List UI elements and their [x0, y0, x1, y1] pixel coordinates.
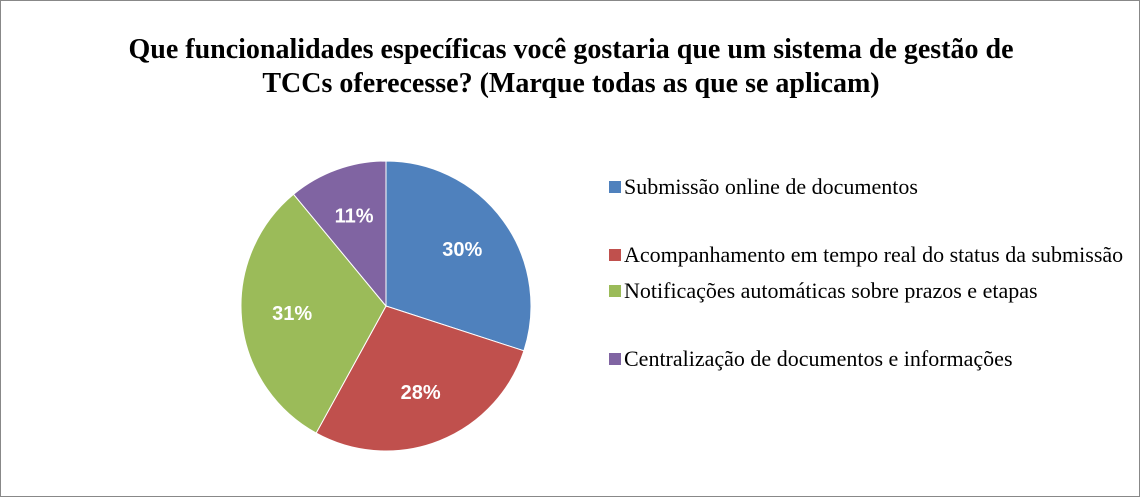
slice-label: 11%	[335, 206, 374, 228]
slice-label: 28%	[401, 382, 441, 404]
pie-slice	[292, 160, 387, 308]
legend-swatch	[609, 249, 621, 261]
chart-title: Que funcionalidades específicas você gos…	[128, 34, 1014, 99]
pie-slice	[315, 305, 525, 452]
legend: Submissão online de documentos Acompanham…	[609, 171, 1129, 411]
legend-swatch	[609, 181, 621, 193]
legend-label: Notificações automáticas sobre prazos e …	[624, 278, 1038, 303]
legend-entry: Notificações automáticas sobre prazos e …	[609, 275, 1129, 307]
legend-label: Acompanhamento em tempo real do status d…	[624, 242, 1124, 267]
legend-entry: Centralização de documentos e informaçõe…	[609, 343, 1129, 375]
legend-entry: Submissão online de documentos	[609, 171, 1129, 203]
legend-swatch	[609, 353, 621, 365]
slice-label: 30%	[442, 239, 482, 261]
legend-swatch	[609, 285, 621, 297]
pie-slice	[385, 160, 532, 352]
legend-label: Centralização de documentos e informaçõe…	[624, 346, 1013, 371]
legend-label: Submissão online de documentos	[624, 174, 918, 199]
slice-label: 31%	[272, 303, 312, 325]
pie-slice	[240, 193, 387, 434]
legend-entry: Acompanhamento em tempo real do status d…	[609, 239, 1129, 271]
